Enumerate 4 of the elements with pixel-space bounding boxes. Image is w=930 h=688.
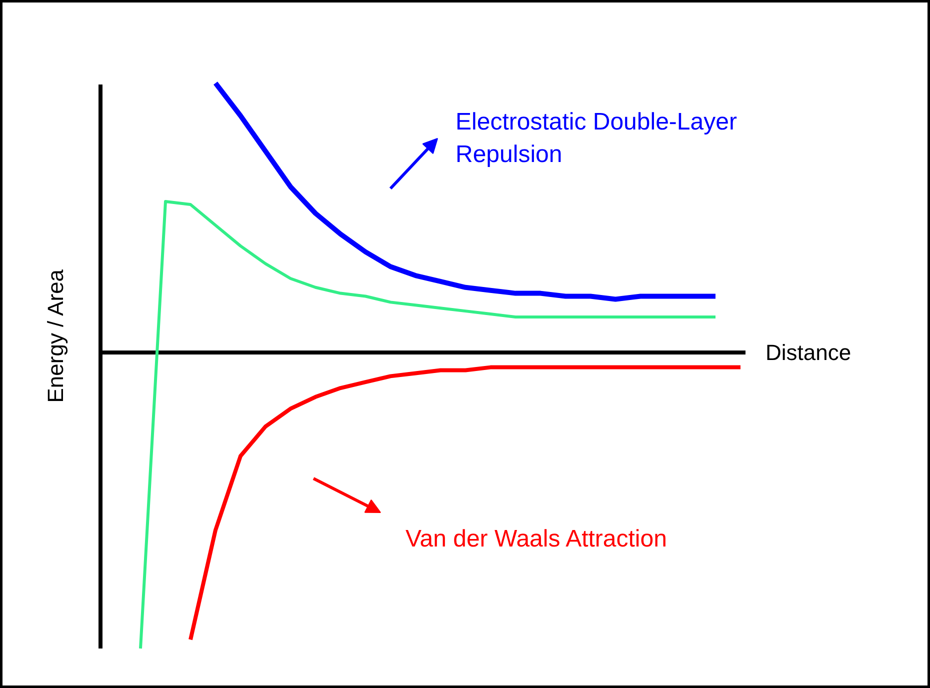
x-axis-title: Distance <box>766 340 852 365</box>
text: Van der Waals Attraction <box>406 526 667 552</box>
legend-label: Electrostatic Double-Layer Repulsion <box>456 108 737 168</box>
y-axis-title: Energy / Area <box>43 268 68 403</box>
